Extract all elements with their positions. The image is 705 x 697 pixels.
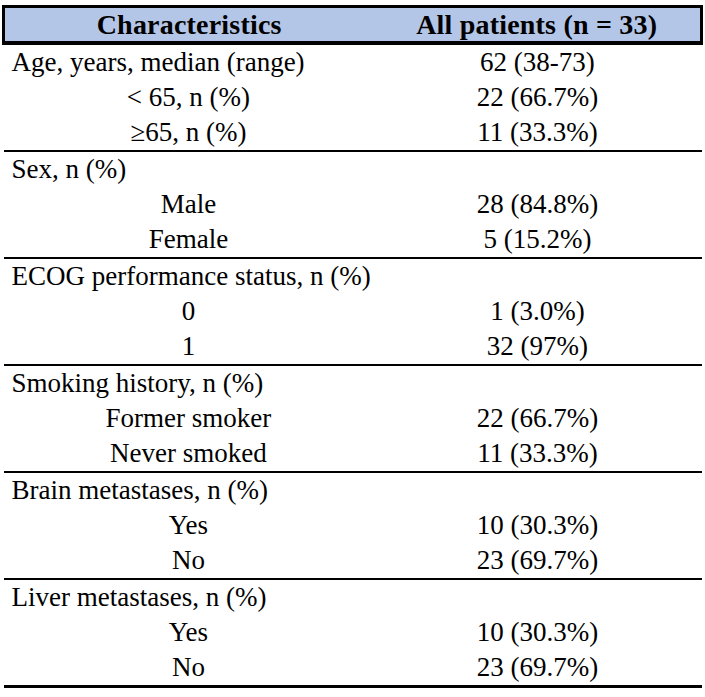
row-label: ≥65, n (%) <box>4 115 374 151</box>
row-value: 10 (30.3%) <box>373 508 701 543</box>
row-label: Brain metastases, n (%) <box>4 472 374 508</box>
row-label: 0 <box>4 294 374 329</box>
patient-characteristics-table: Characteristics All patients (n = 33) Ag… <box>2 5 703 688</box>
row-label: Smoking history, n (%) <box>4 365 374 401</box>
table-row: Yes 10 (30.3%) <box>4 615 702 650</box>
row-label: Yes <box>4 508 374 543</box>
table-row: < 65, n (%) 22 (66.7%) <box>4 80 702 115</box>
row-label: Sex, n (%) <box>4 151 374 187</box>
row-value: 11 (33.3%) <box>373 436 701 472</box>
row-value <box>373 365 701 401</box>
row-value <box>373 579 701 615</box>
row-value: 1 (3.0%) <box>373 294 701 329</box>
row-value: 5 (15.2%) <box>373 222 701 258</box>
header-row: Characteristics All patients (n = 33) <box>4 7 702 44</box>
column-header-all-patients: All patients (n = 33) <box>373 7 701 44</box>
row-value: 23 (69.7%) <box>373 543 701 579</box>
row-value <box>373 472 701 508</box>
table-row: 1 32 (97%) <box>4 329 702 365</box>
row-label: Female <box>4 222 374 258</box>
row-value <box>373 258 701 294</box>
row-value: 28 (84.8%) <box>373 187 701 222</box>
table-row: Former smoker 22 (66.7%) <box>4 401 702 436</box>
row-label: 1 <box>4 329 374 365</box>
table-row: Female 5 (15.2%) <box>4 222 702 258</box>
row-label: Former smoker <box>4 401 374 436</box>
table-row: Yes 10 (30.3%) <box>4 508 702 543</box>
table-row: ≥65, n (%) 11 (33.3%) <box>4 115 702 151</box>
row-value <box>373 151 701 187</box>
table-row: No 23 (69.7%) <box>4 650 702 687</box>
row-label: No <box>4 650 374 687</box>
section-header-row-ecog: ECOG performance status, n (%) <box>4 258 702 294</box>
table-row: Never smoked 11 (33.3%) <box>4 436 702 472</box>
row-label: < 65, n (%) <box>4 80 374 115</box>
row-value: 11 (33.3%) <box>373 115 701 151</box>
row-value: 22 (66.7%) <box>373 401 701 436</box>
row-value: 32 (97%) <box>373 329 701 365</box>
table-row: Male 28 (84.8%) <box>4 187 702 222</box>
row-label: Male <box>4 187 374 222</box>
section-header-row-liver-metastases: Liver metastases, n (%) <box>4 579 702 615</box>
row-label: ECOG performance status, n (%) <box>4 258 374 294</box>
row-value: 10 (30.3%) <box>373 615 701 650</box>
row-label: Never smoked <box>4 436 374 472</box>
row-value: 22 (66.7%) <box>373 80 701 115</box>
row-value: 23 (69.7%) <box>373 650 701 687</box>
section-header-row-smoking: Smoking history, n (%) <box>4 365 702 401</box>
row-label: Liver metastases, n (%) <box>4 579 374 615</box>
row-label: Age, years, median (range) <box>4 43 374 80</box>
section-header-row-age: Age, years, median (range) 62 (38-73) <box>4 43 702 80</box>
row-value: 62 (38-73) <box>373 43 701 80</box>
table-row: No 23 (69.7%) <box>4 543 702 579</box>
row-label: Yes <box>4 615 374 650</box>
row-label: No <box>4 543 374 579</box>
table-row: 0 1 (3.0%) <box>4 294 702 329</box>
column-header-characteristics: Characteristics <box>4 7 374 44</box>
section-header-row-brain-metastases: Brain metastases, n (%) <box>4 472 702 508</box>
section-header-row-sex: Sex, n (%) <box>4 151 702 187</box>
